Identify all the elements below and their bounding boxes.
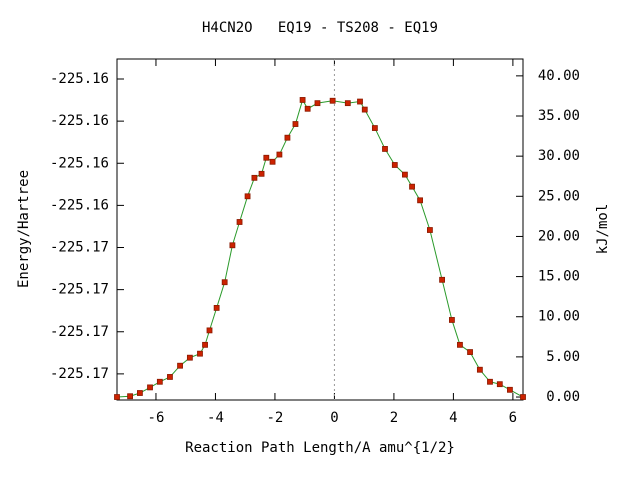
x-tick-label: -2 bbox=[267, 410, 284, 426]
point-marker bbox=[197, 350, 203, 357]
point-marker bbox=[304, 105, 311, 112]
chart-title: H4CN2O EQ19 - TS208 - EQ19 bbox=[202, 20, 438, 36]
point-marker bbox=[439, 276, 445, 283]
point-marker bbox=[244, 193, 251, 200]
point-marker bbox=[292, 121, 299, 127]
point-marker bbox=[147, 384, 153, 391]
x-tick-label: 0 bbox=[330, 410, 338, 426]
point-marker bbox=[402, 171, 408, 178]
y-tick-label: -225.17 bbox=[50, 366, 109, 382]
y-tick-label: -225.17 bbox=[50, 240, 109, 256]
x-tick-label: 6 bbox=[509, 410, 517, 426]
y-tick-label: -225.17 bbox=[50, 282, 109, 298]
y-tick-label: -225.16 bbox=[50, 113, 109, 129]
y2-tick-label: 30.00 bbox=[538, 148, 580, 164]
y-tick-label: -225.16 bbox=[50, 71, 109, 87]
point-marker bbox=[361, 106, 368, 113]
y-tick-label: -225.16 bbox=[50, 155, 109, 171]
point-marker bbox=[284, 134, 291, 141]
point-marker bbox=[276, 151, 283, 158]
y2-axis-label: kJ/mol bbox=[595, 204, 611, 255]
point-marker bbox=[496, 381, 503, 388]
point-marker bbox=[177, 362, 183, 369]
point-marker bbox=[221, 279, 228, 286]
point-marker bbox=[417, 197, 423, 204]
plot-frame bbox=[116, 58, 524, 401]
point-marker bbox=[467, 349, 473, 355]
point-marker bbox=[357, 98, 363, 105]
point-marker bbox=[449, 317, 455, 323]
x-tick-label: -4 bbox=[207, 410, 224, 426]
point-marker bbox=[507, 386, 513, 393]
point-marker bbox=[382, 146, 388, 152]
y2-tick-label: 15.00 bbox=[538, 269, 580, 285]
point-marker bbox=[344, 100, 351, 107]
point-marker bbox=[137, 390, 143, 396]
y-axis-label: Energy/Hartree bbox=[16, 170, 32, 288]
point-marker bbox=[409, 183, 415, 190]
point-marker bbox=[520, 394, 526, 400]
y2-tick-label: 35.00 bbox=[538, 108, 580, 124]
point-marker bbox=[236, 219, 243, 225]
point-marker bbox=[263, 154, 270, 161]
series-line bbox=[116, 98, 524, 398]
point-marker bbox=[269, 158, 276, 165]
x-tick-label: 2 bbox=[390, 410, 398, 426]
y-tick-label: -225.17 bbox=[50, 324, 109, 340]
y2-tick-label: 5.00 bbox=[546, 349, 580, 365]
point-marker bbox=[457, 341, 463, 348]
point-marker bbox=[299, 97, 306, 103]
y2-tick-label: 40.00 bbox=[538, 68, 580, 84]
point-marker bbox=[186, 354, 193, 361]
point-marker bbox=[314, 100, 321, 107]
y2-tick-label: 0.00 bbox=[546, 389, 580, 405]
y2-tick-label: 25.00 bbox=[538, 188, 580, 204]
point-marker bbox=[127, 393, 133, 400]
point-marker bbox=[156, 378, 163, 385]
point-marker bbox=[167, 374, 173, 380]
x-axis-label: Reaction Path Length/A amu^{1/2} bbox=[185, 440, 455, 456]
point-marker bbox=[258, 170, 265, 177]
point-marker bbox=[487, 378, 493, 385]
point-marker bbox=[427, 227, 433, 233]
point-marker bbox=[202, 341, 208, 348]
point-marker bbox=[476, 366, 483, 373]
x-tick-label: 4 bbox=[449, 410, 457, 426]
point-marker bbox=[206, 327, 213, 334]
point-marker bbox=[213, 305, 220, 311]
point-marker bbox=[251, 174, 258, 181]
y-tick-label: -225.16 bbox=[50, 197, 109, 213]
point-marker bbox=[329, 97, 336, 104]
point-marker bbox=[371, 125, 378, 131]
point-marker bbox=[114, 394, 120, 400]
point-marker bbox=[229, 242, 236, 249]
x-tick-label: -6 bbox=[148, 410, 165, 426]
y2-tick-label: 10.00 bbox=[538, 309, 580, 325]
point-marker bbox=[391, 162, 398, 168]
y2-tick-label: 20.00 bbox=[538, 228, 580, 244]
